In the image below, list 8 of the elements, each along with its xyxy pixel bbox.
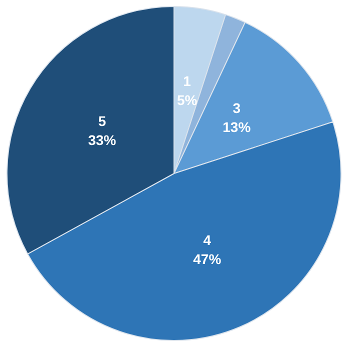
data-label: 47% (193, 250, 222, 267)
slice-label: 5 (98, 112, 106, 129)
data-label: 33% (88, 132, 117, 148)
data-label: 13% (222, 119, 252, 136)
slice-label: 3 (232, 100, 241, 116)
slice-label: 1 (183, 72, 192, 89)
data-label: 5% (176, 92, 198, 108)
slice-label: 4 (203, 232, 212, 248)
